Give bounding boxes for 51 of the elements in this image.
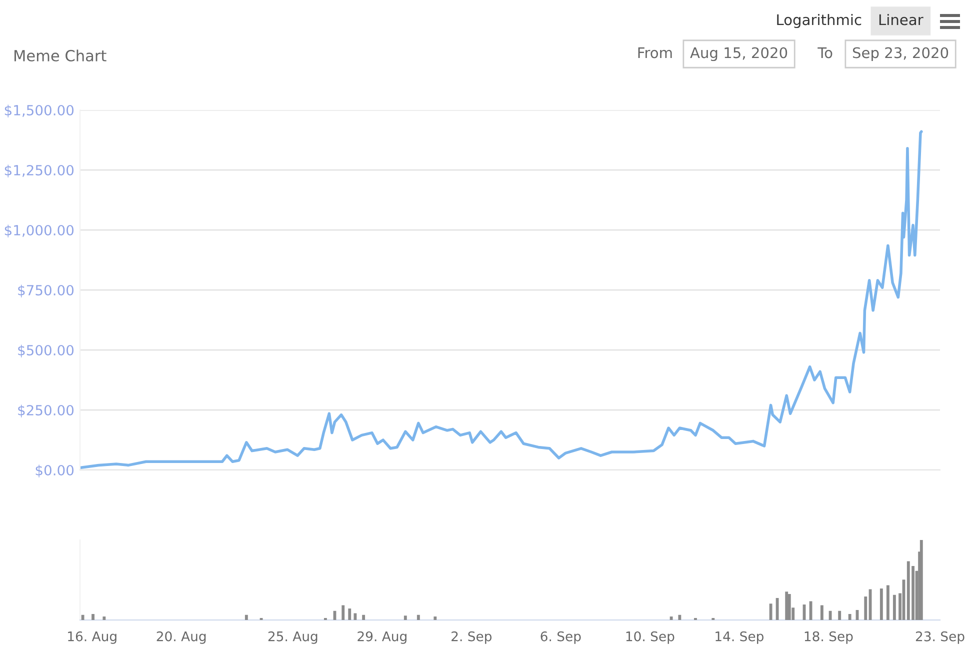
bar: [769, 604, 772, 620]
x-tick-label: 23. Sep: [916, 631, 964, 644]
x-tick-label: 29. Aug: [358, 631, 406, 644]
bar: [785, 592, 788, 620]
bar: [838, 610, 842, 620]
bar: [92, 614, 94, 620]
chart-title: Meme Chart: [14, 50, 106, 62]
bar: [434, 616, 437, 620]
y-tick-label: $0.00: [36, 464, 74, 478]
bar: [864, 596, 868, 620]
bar: [828, 610, 832, 620]
text: Logarithmic: [777, 14, 862, 28]
bar: [788, 594, 791, 620]
bar: [362, 614, 366, 620]
bar: [670, 616, 673, 620]
x-tick-label: 2. Sep: [452, 631, 492, 644]
bar: [404, 616, 407, 620]
bar: [342, 605, 345, 620]
text: To: [818, 47, 832, 58]
bar: [244, 614, 248, 620]
bar: [848, 614, 852, 620]
bar: [892, 594, 896, 620]
text: Aug 15, 2020: [690, 47, 788, 62]
x-tick-label: 6. Sep: [540, 631, 581, 644]
y-tick-label: $1,500.00: [4, 104, 74, 118]
bar: [886, 585, 890, 620]
x-tick-label: 20. Aug: [156, 631, 206, 644]
text: Sep 23, 2020: [852, 47, 948, 62]
bar: [880, 588, 883, 620]
text: From: [638, 47, 672, 58]
y-tick-label: $500.00: [18, 344, 74, 358]
line-series: [80, 130, 923, 469]
x-tick-label: 25. Aug: [268, 631, 318, 644]
bar: [102, 616, 106, 620]
bar: [678, 614, 682, 620]
bar: [348, 608, 352, 620]
x-tick-label: 10. Sep: [626, 631, 674, 644]
y-tick-label: $250.00: [18, 404, 74, 418]
x-tick-label: 18. Sep: [804, 631, 853, 644]
bar: [820, 605, 824, 620]
bar: [416, 614, 420, 620]
y-tick-label: $1,250.00: [4, 164, 74, 178]
bar: [920, 540, 923, 620]
bar: [81, 614, 84, 620]
y-tick-label: $1,000.00: [4, 224, 74, 238]
x-tick-label: 16. Aug: [68, 631, 116, 644]
x-tick-label: 14. Sep: [716, 631, 764, 644]
bar: [354, 613, 357, 620]
text: Linear: [879, 14, 924, 26]
bar: [776, 598, 779, 620]
y-tick-label: $750.00: [18, 284, 74, 298]
